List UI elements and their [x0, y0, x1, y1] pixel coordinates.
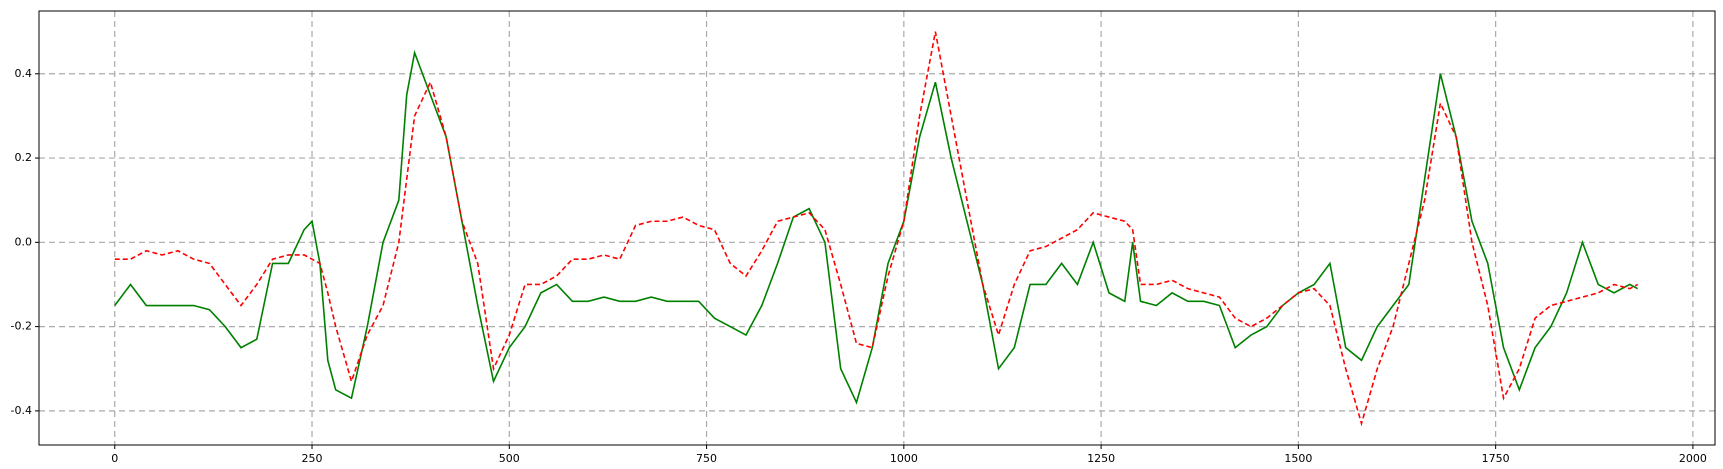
x-tick-label: 250	[302, 452, 323, 465]
y-tick-label: -0.2	[11, 320, 32, 333]
x-tick-label: 500	[499, 452, 520, 465]
x-tick-label: 2000	[1679, 452, 1707, 465]
x-tick-label: 1000	[890, 452, 918, 465]
y-tick-label: 0.4	[15, 67, 33, 80]
y-tick-label: -0.4	[11, 404, 32, 417]
y-tick-label: 0.2	[15, 151, 33, 164]
x-tick-label: 1250	[1087, 452, 1115, 465]
x-tick-label: 1500	[1284, 452, 1312, 465]
line-series	[114, 31, 1639, 427]
plot-frame	[38, 10, 1716, 446]
x-tick-label: 0	[111, 452, 118, 465]
x-tick-label: 750	[696, 452, 717, 465]
y-tick-label: 0.0	[15, 235, 33, 248]
line-series	[114, 49, 1639, 405]
x-tick-label: 1750	[1482, 452, 1510, 465]
